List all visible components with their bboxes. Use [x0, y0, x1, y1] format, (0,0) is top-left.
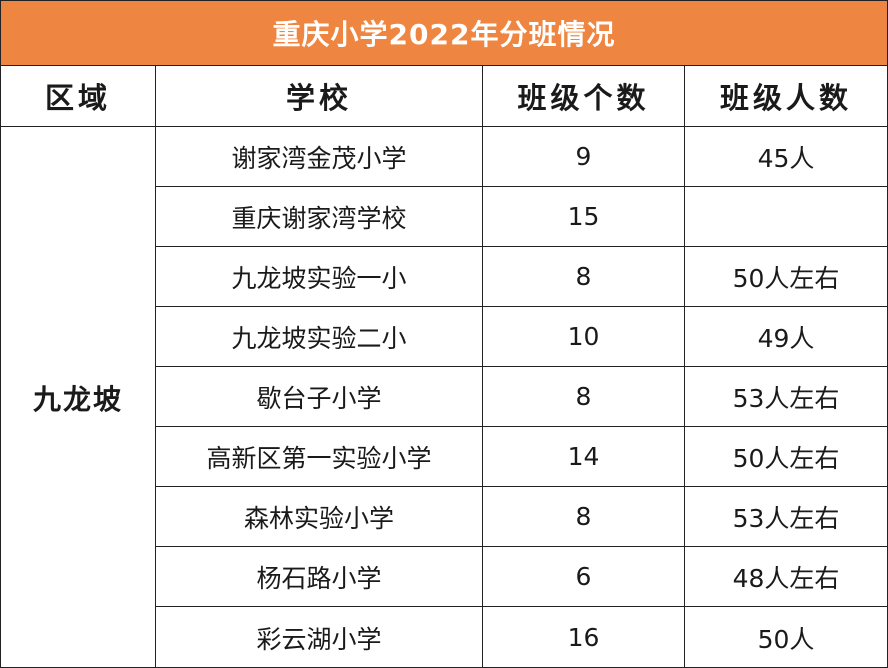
- school-cell: 高新区第一实验小学: [156, 427, 483, 487]
- header-school: 学校: [156, 66, 483, 127]
- class-count-cell: 8: [483, 487, 685, 547]
- table-title: 重庆小学2022年分班情况: [1, 1, 887, 66]
- class-count-cell: 15: [483, 187, 685, 247]
- school-cell: 谢家湾金茂小学: [156, 127, 483, 187]
- class-count-cell: 16: [483, 607, 685, 667]
- class-size-cell: 50人左右: [685, 247, 887, 307]
- school-cell: 彩云湖小学: [156, 607, 483, 667]
- class-size-cell: 53人左右: [685, 367, 887, 427]
- header-region: 区域: [1, 66, 156, 127]
- school-cell: 杨石路小学: [156, 547, 483, 607]
- class-size-cell: 49人: [685, 307, 887, 367]
- header-class-size: 班级人数: [685, 66, 887, 127]
- school-cell: 重庆谢家湾学校: [156, 187, 483, 247]
- class-count-cell: 14: [483, 427, 685, 487]
- school-cell: 九龙坡实验一小: [156, 247, 483, 307]
- class-size-cell: 50人左右: [685, 427, 887, 487]
- class-size-cell: [685, 187, 887, 247]
- class-size-cell: 53人左右: [685, 487, 887, 547]
- class-count-cell: 8: [483, 367, 685, 427]
- school-cell: 森林实验小学: [156, 487, 483, 547]
- header-class-count: 班级个数: [483, 66, 685, 127]
- school-cell: 歇台子小学: [156, 367, 483, 427]
- class-size-cell: 50人: [757, 624, 815, 654]
- class-size-cell: 48人左右: [685, 547, 887, 607]
- class-count-cell: 9: [483, 127, 685, 187]
- region-cell: 九龙坡: [1, 127, 156, 667]
- class-count-cell: 10: [483, 307, 685, 367]
- class-count-cell: 6: [483, 547, 685, 607]
- school-cell: 九龙坡实验二小: [156, 307, 483, 367]
- class-size-cell: 45人: [685, 127, 887, 187]
- class-count-cell: 8: [483, 247, 685, 307]
